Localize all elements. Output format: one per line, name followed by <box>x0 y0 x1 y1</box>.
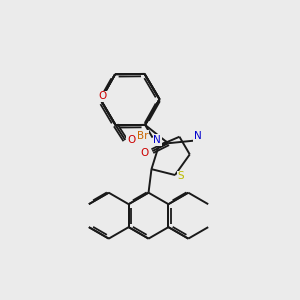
Text: S: S <box>178 172 184 182</box>
Text: O: O <box>127 135 135 145</box>
Text: N: N <box>194 131 202 141</box>
Text: Br: Br <box>136 131 148 141</box>
Text: N: N <box>154 135 161 145</box>
Text: O: O <box>140 148 148 158</box>
Text: O: O <box>98 91 106 101</box>
